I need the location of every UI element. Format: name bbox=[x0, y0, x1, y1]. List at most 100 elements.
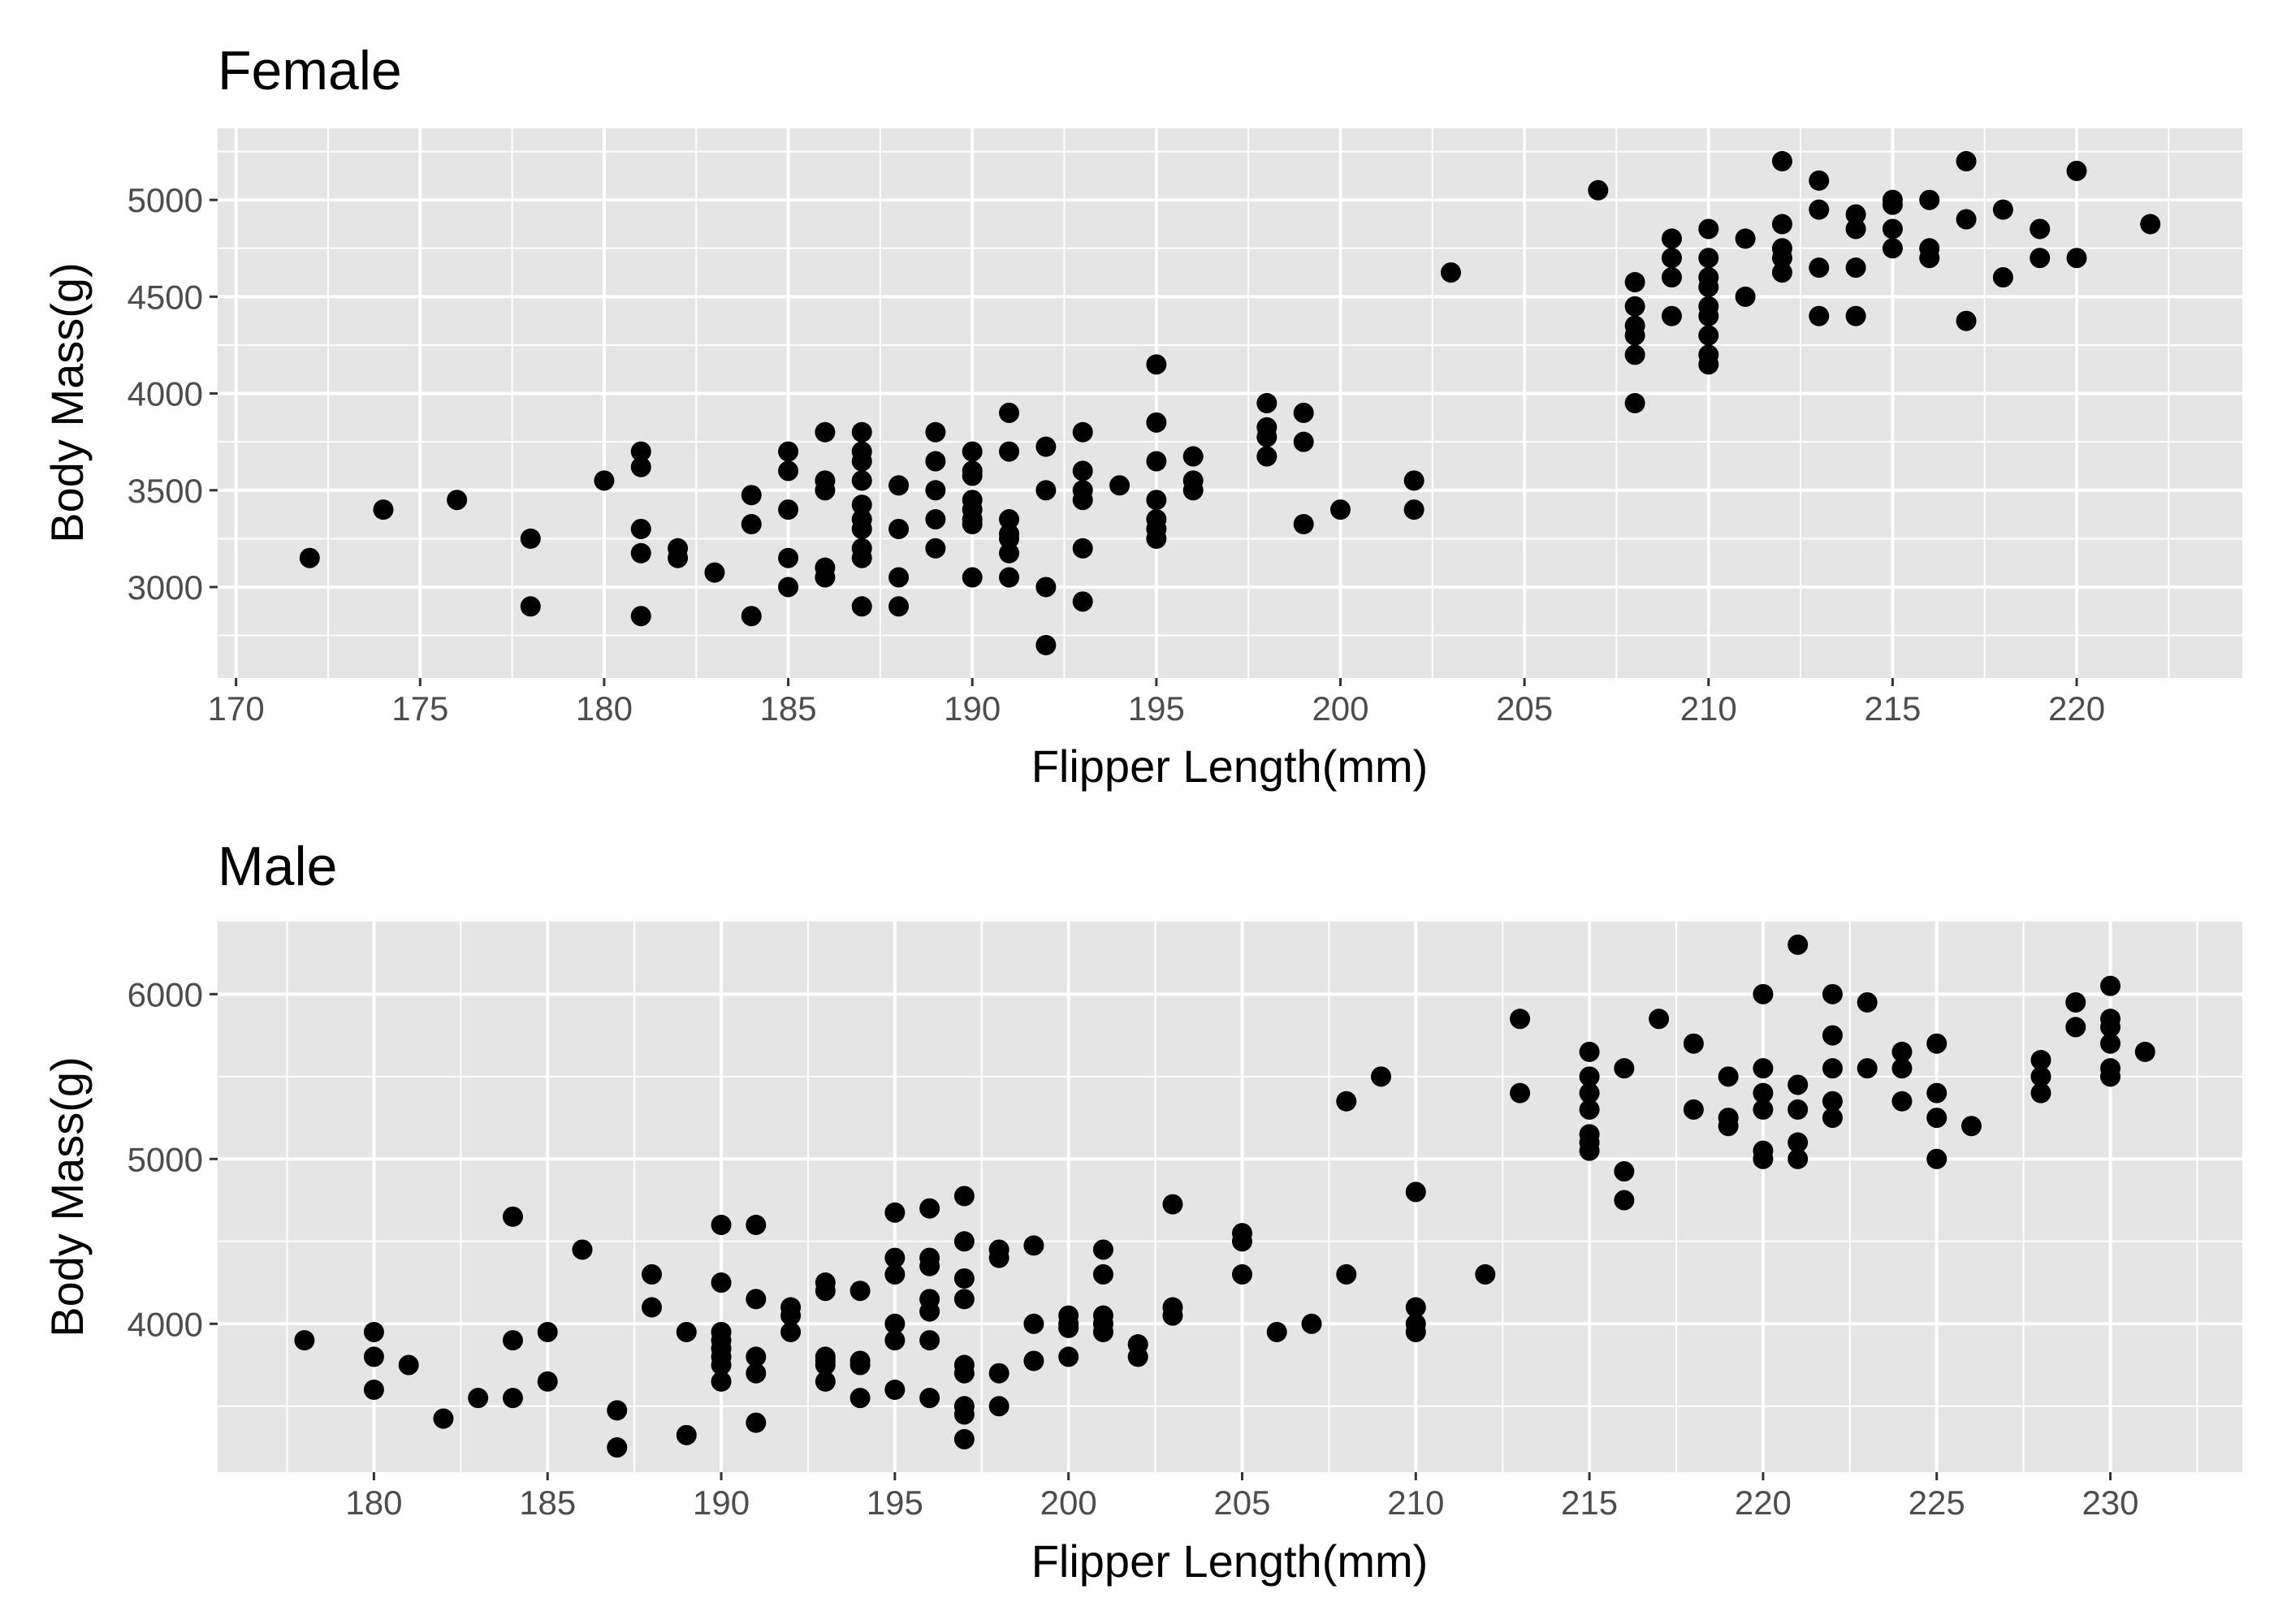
male-data-point-31 bbox=[746, 1412, 767, 1433]
female-x-tick-label-7: 205 bbox=[1496, 689, 1553, 728]
female-data-point-4 bbox=[520, 596, 541, 617]
female-data-point-138 bbox=[1992, 199, 2013, 220]
male-data-point-77 bbox=[1058, 1346, 1079, 1367]
female-data-point-45 bbox=[925, 538, 946, 559]
female-y-tick-label-0: 3000 bbox=[128, 568, 203, 607]
female-data-point-40 bbox=[888, 596, 910, 617]
male-data-point-95 bbox=[1371, 1066, 1392, 1087]
female-data-point-100 bbox=[1661, 228, 1682, 249]
female-x-tick-label-0: 170 bbox=[208, 689, 265, 728]
female-data-point-132 bbox=[1919, 189, 1940, 210]
male-data-point-149 bbox=[2065, 1017, 2086, 1038]
female-data-point-24 bbox=[815, 480, 836, 501]
female-data-point-142 bbox=[2066, 160, 2087, 181]
female-x-axis-title: Flipper Length(mm) bbox=[1031, 741, 1429, 792]
male-data-point-47 bbox=[884, 1263, 906, 1285]
male-data-point-143 bbox=[1926, 1148, 1948, 1169]
male-panel-title: Male bbox=[218, 836, 337, 897]
male-data-point-2 bbox=[363, 1346, 384, 1367]
male-data-point-63 bbox=[953, 1363, 975, 1384]
male-data-point-43 bbox=[850, 1354, 871, 1376]
male-data-point-65 bbox=[953, 1404, 975, 1425]
male-x-tick-label-8: 220 bbox=[1735, 1484, 1792, 1522]
male-data-point-72 bbox=[1023, 1313, 1044, 1334]
female-data-point-120 bbox=[1809, 170, 1830, 191]
female-data-point-16 bbox=[741, 606, 762, 627]
male-data-point-82 bbox=[1092, 1321, 1113, 1342]
male-data-point-58 bbox=[953, 1186, 975, 1207]
male-data-point-68 bbox=[988, 1247, 1009, 1268]
male-data-point-135 bbox=[1857, 991, 1878, 1013]
male-data-point-96 bbox=[1405, 1181, 1426, 1203]
female-data-point-130 bbox=[1882, 218, 1903, 240]
female-y-tick-label-3: 4500 bbox=[128, 278, 203, 316]
male-x-tick-label-9: 225 bbox=[1909, 1484, 1965, 1522]
male-data-point-6 bbox=[468, 1388, 489, 1409]
male-data-point-155 bbox=[2100, 1066, 2121, 1087]
female-data-point-64 bbox=[1035, 634, 1057, 655]
female-data-point-103 bbox=[1661, 305, 1682, 326]
female-panel: Female 170 175 180 185 190 195 200 205 210 215 220… bbox=[41, 40, 2242, 792]
male-data-point-133 bbox=[1822, 1091, 1843, 1112]
male-x-axis-title: Flipper Length(mm) bbox=[1031, 1535, 1429, 1587]
male-data-point-130 bbox=[1822, 983, 1843, 1004]
male-data-point-34 bbox=[780, 1321, 802, 1342]
female-data-point-136 bbox=[1956, 209, 1977, 230]
male-data-point-118 bbox=[1718, 1116, 1739, 1137]
male-panel: Male 180 185 190 195 200 205 210 215 220 225 230 4… bbox=[41, 836, 2242, 1587]
male-data-point-156 bbox=[2134, 1041, 2155, 1062]
male-x-tick-label-3: 195 bbox=[867, 1484, 923, 1522]
female-data-point-18 bbox=[778, 460, 799, 482]
female-data-point-39 bbox=[888, 567, 910, 588]
female-y-ticks: 3000 3500 4000 4500 5000 bbox=[128, 181, 218, 607]
female-data-point-119 bbox=[1771, 262, 1792, 283]
female-data-point-31 bbox=[851, 495, 872, 516]
male-data-point-5 bbox=[433, 1408, 454, 1429]
male-data-point-132 bbox=[1822, 1058, 1843, 1079]
male-data-point-152 bbox=[2100, 1017, 2121, 1038]
male-data-point-114 bbox=[1683, 1033, 1704, 1054]
male-data-point-85 bbox=[1162, 1194, 1183, 1215]
male-data-point-128 bbox=[1788, 1132, 1809, 1153]
female-data-point-15 bbox=[741, 513, 762, 534]
female-x-tick-label-3: 185 bbox=[760, 689, 817, 728]
female-data-point-125 bbox=[1845, 218, 1866, 240]
male-data-point-122 bbox=[1753, 1099, 1774, 1120]
female-grid bbox=[218, 128, 2242, 678]
female-data-point-88 bbox=[1293, 513, 1314, 534]
male-data-point-111 bbox=[1614, 1161, 1635, 1182]
female-data-point-126 bbox=[1845, 257, 1866, 279]
female-data-point-94 bbox=[1624, 272, 1645, 293]
male-data-point-103 bbox=[1579, 1041, 1600, 1062]
female-points bbox=[299, 151, 2161, 655]
male-data-point-28 bbox=[746, 1289, 767, 1310]
female-y-tick-label-1: 3500 bbox=[128, 472, 203, 510]
male-data-point-92 bbox=[1301, 1313, 1322, 1334]
female-data-point-85 bbox=[1256, 446, 1278, 467]
male-data-point-71 bbox=[1023, 1235, 1044, 1256]
female-plot-area bbox=[218, 128, 2242, 678]
male-data-point-94 bbox=[1336, 1263, 1357, 1285]
female-data-point-122 bbox=[1809, 257, 1830, 279]
female-data-point-33 bbox=[851, 518, 872, 539]
female-data-point-9 bbox=[630, 542, 651, 564]
male-data-point-89 bbox=[1231, 1231, 1252, 1252]
female-data-point-26 bbox=[815, 567, 836, 588]
female-data-point-90 bbox=[1403, 470, 1424, 491]
female-data-point-72 bbox=[1146, 354, 1167, 375]
female-data-point-91 bbox=[1403, 499, 1424, 520]
male-data-point-70 bbox=[988, 1396, 1009, 1417]
female-data-point-143 bbox=[2066, 248, 2087, 269]
male-data-point-131 bbox=[1822, 1025, 1843, 1046]
male-data-point-79 bbox=[1092, 1263, 1113, 1285]
female-data-point-110 bbox=[1698, 325, 1719, 346]
male-data-point-138 bbox=[1891, 1058, 1913, 1079]
male-data-point-20 bbox=[711, 1272, 732, 1294]
male-data-point-36 bbox=[815, 1281, 836, 1302]
male-data-point-66 bbox=[953, 1428, 975, 1449]
female-data-point-56 bbox=[999, 509, 1020, 530]
male-x-ticks: 180 185 190 195 200 205 210 215 220 225 230 bbox=[345, 1472, 2139, 1522]
female-x-tick-label-4: 190 bbox=[944, 689, 1001, 728]
female-data-point-22 bbox=[815, 421, 836, 443]
male-data-point-69 bbox=[988, 1363, 1009, 1384]
